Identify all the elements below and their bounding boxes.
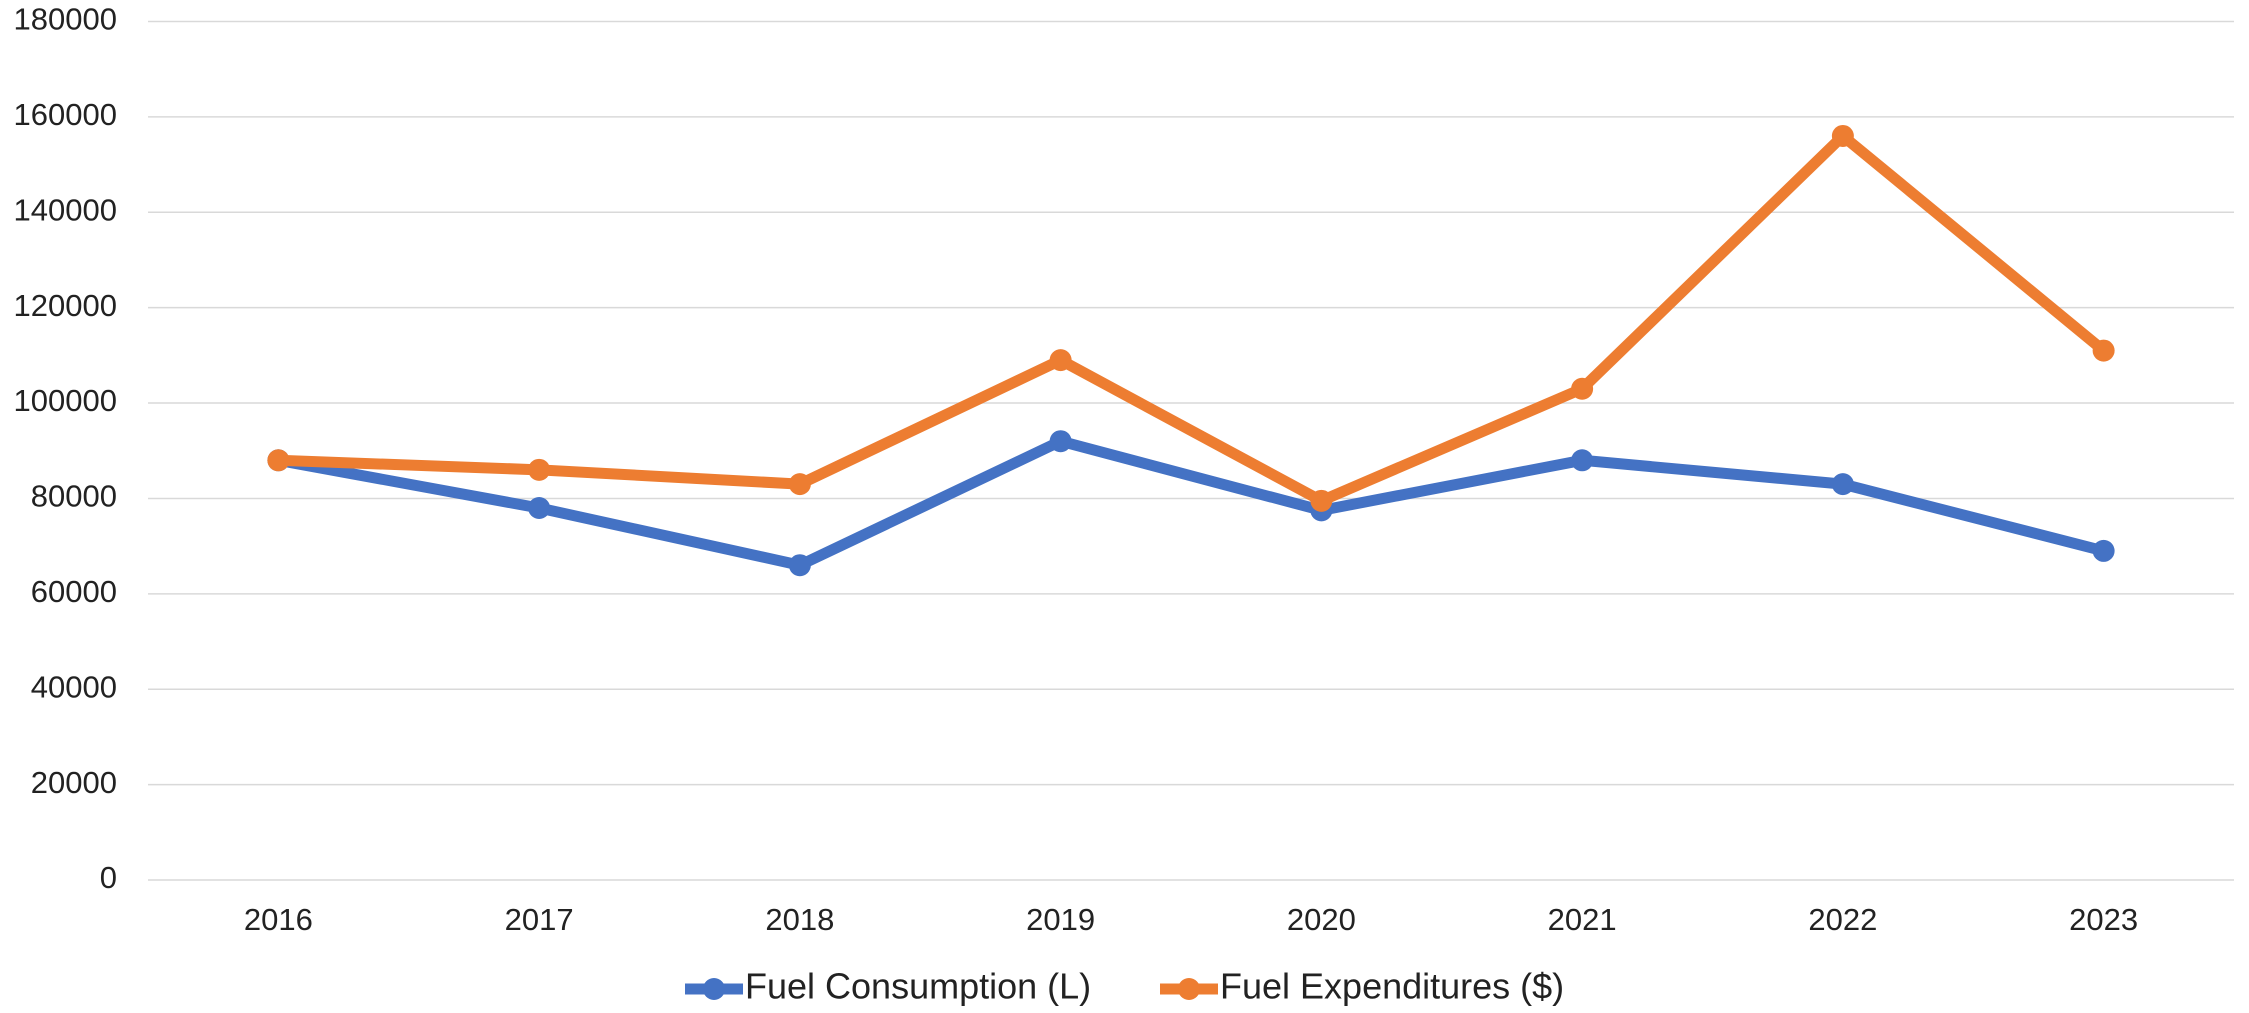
x-tick-label: 2016 xyxy=(244,902,313,937)
x-tick-label: 2017 xyxy=(505,902,574,937)
y-tick-label: 40000 xyxy=(31,669,117,704)
point xyxy=(2092,339,2115,362)
x-tick-label: 2020 xyxy=(1287,902,1356,937)
point xyxy=(2092,539,2115,562)
legend-label: Fuel Consumption (L) xyxy=(745,966,1091,1007)
point xyxy=(1571,449,1594,472)
point xyxy=(528,496,551,519)
y-tick-label: 60000 xyxy=(31,574,117,609)
point xyxy=(1571,377,1594,400)
y-tick-label: 120000 xyxy=(14,288,117,323)
y-tick-label: 180000 xyxy=(14,2,117,37)
x-tick-label: 2018 xyxy=(765,902,834,937)
y-tick-label: 160000 xyxy=(14,97,117,132)
point xyxy=(788,473,811,496)
point xyxy=(267,449,290,472)
series-line xyxy=(278,130,2108,507)
point xyxy=(1831,473,1854,496)
point xyxy=(1831,124,1854,147)
legend-marker xyxy=(1178,978,1200,1000)
y-tick-label: 80000 xyxy=(31,479,117,514)
legend-marker xyxy=(703,978,725,1000)
point xyxy=(528,458,551,481)
point xyxy=(1049,349,1072,372)
point xyxy=(1049,430,1072,453)
x-tick-label: 2022 xyxy=(1808,902,1877,937)
point xyxy=(788,554,811,577)
y-tick-label: 100000 xyxy=(14,383,117,418)
x-tick-label: 2021 xyxy=(1548,902,1617,937)
series-line xyxy=(277,435,2105,571)
y-tick-label: 0 xyxy=(100,860,117,895)
point xyxy=(1310,489,1333,512)
legend-label: Fuel Expenditures ($) xyxy=(1220,966,1564,1007)
x-tick-label: 2019 xyxy=(1026,902,1095,937)
x-tick-label: 2023 xyxy=(2069,902,2138,937)
y-tick-label: 20000 xyxy=(31,765,117,800)
y-tick-label: 140000 xyxy=(14,192,117,227)
